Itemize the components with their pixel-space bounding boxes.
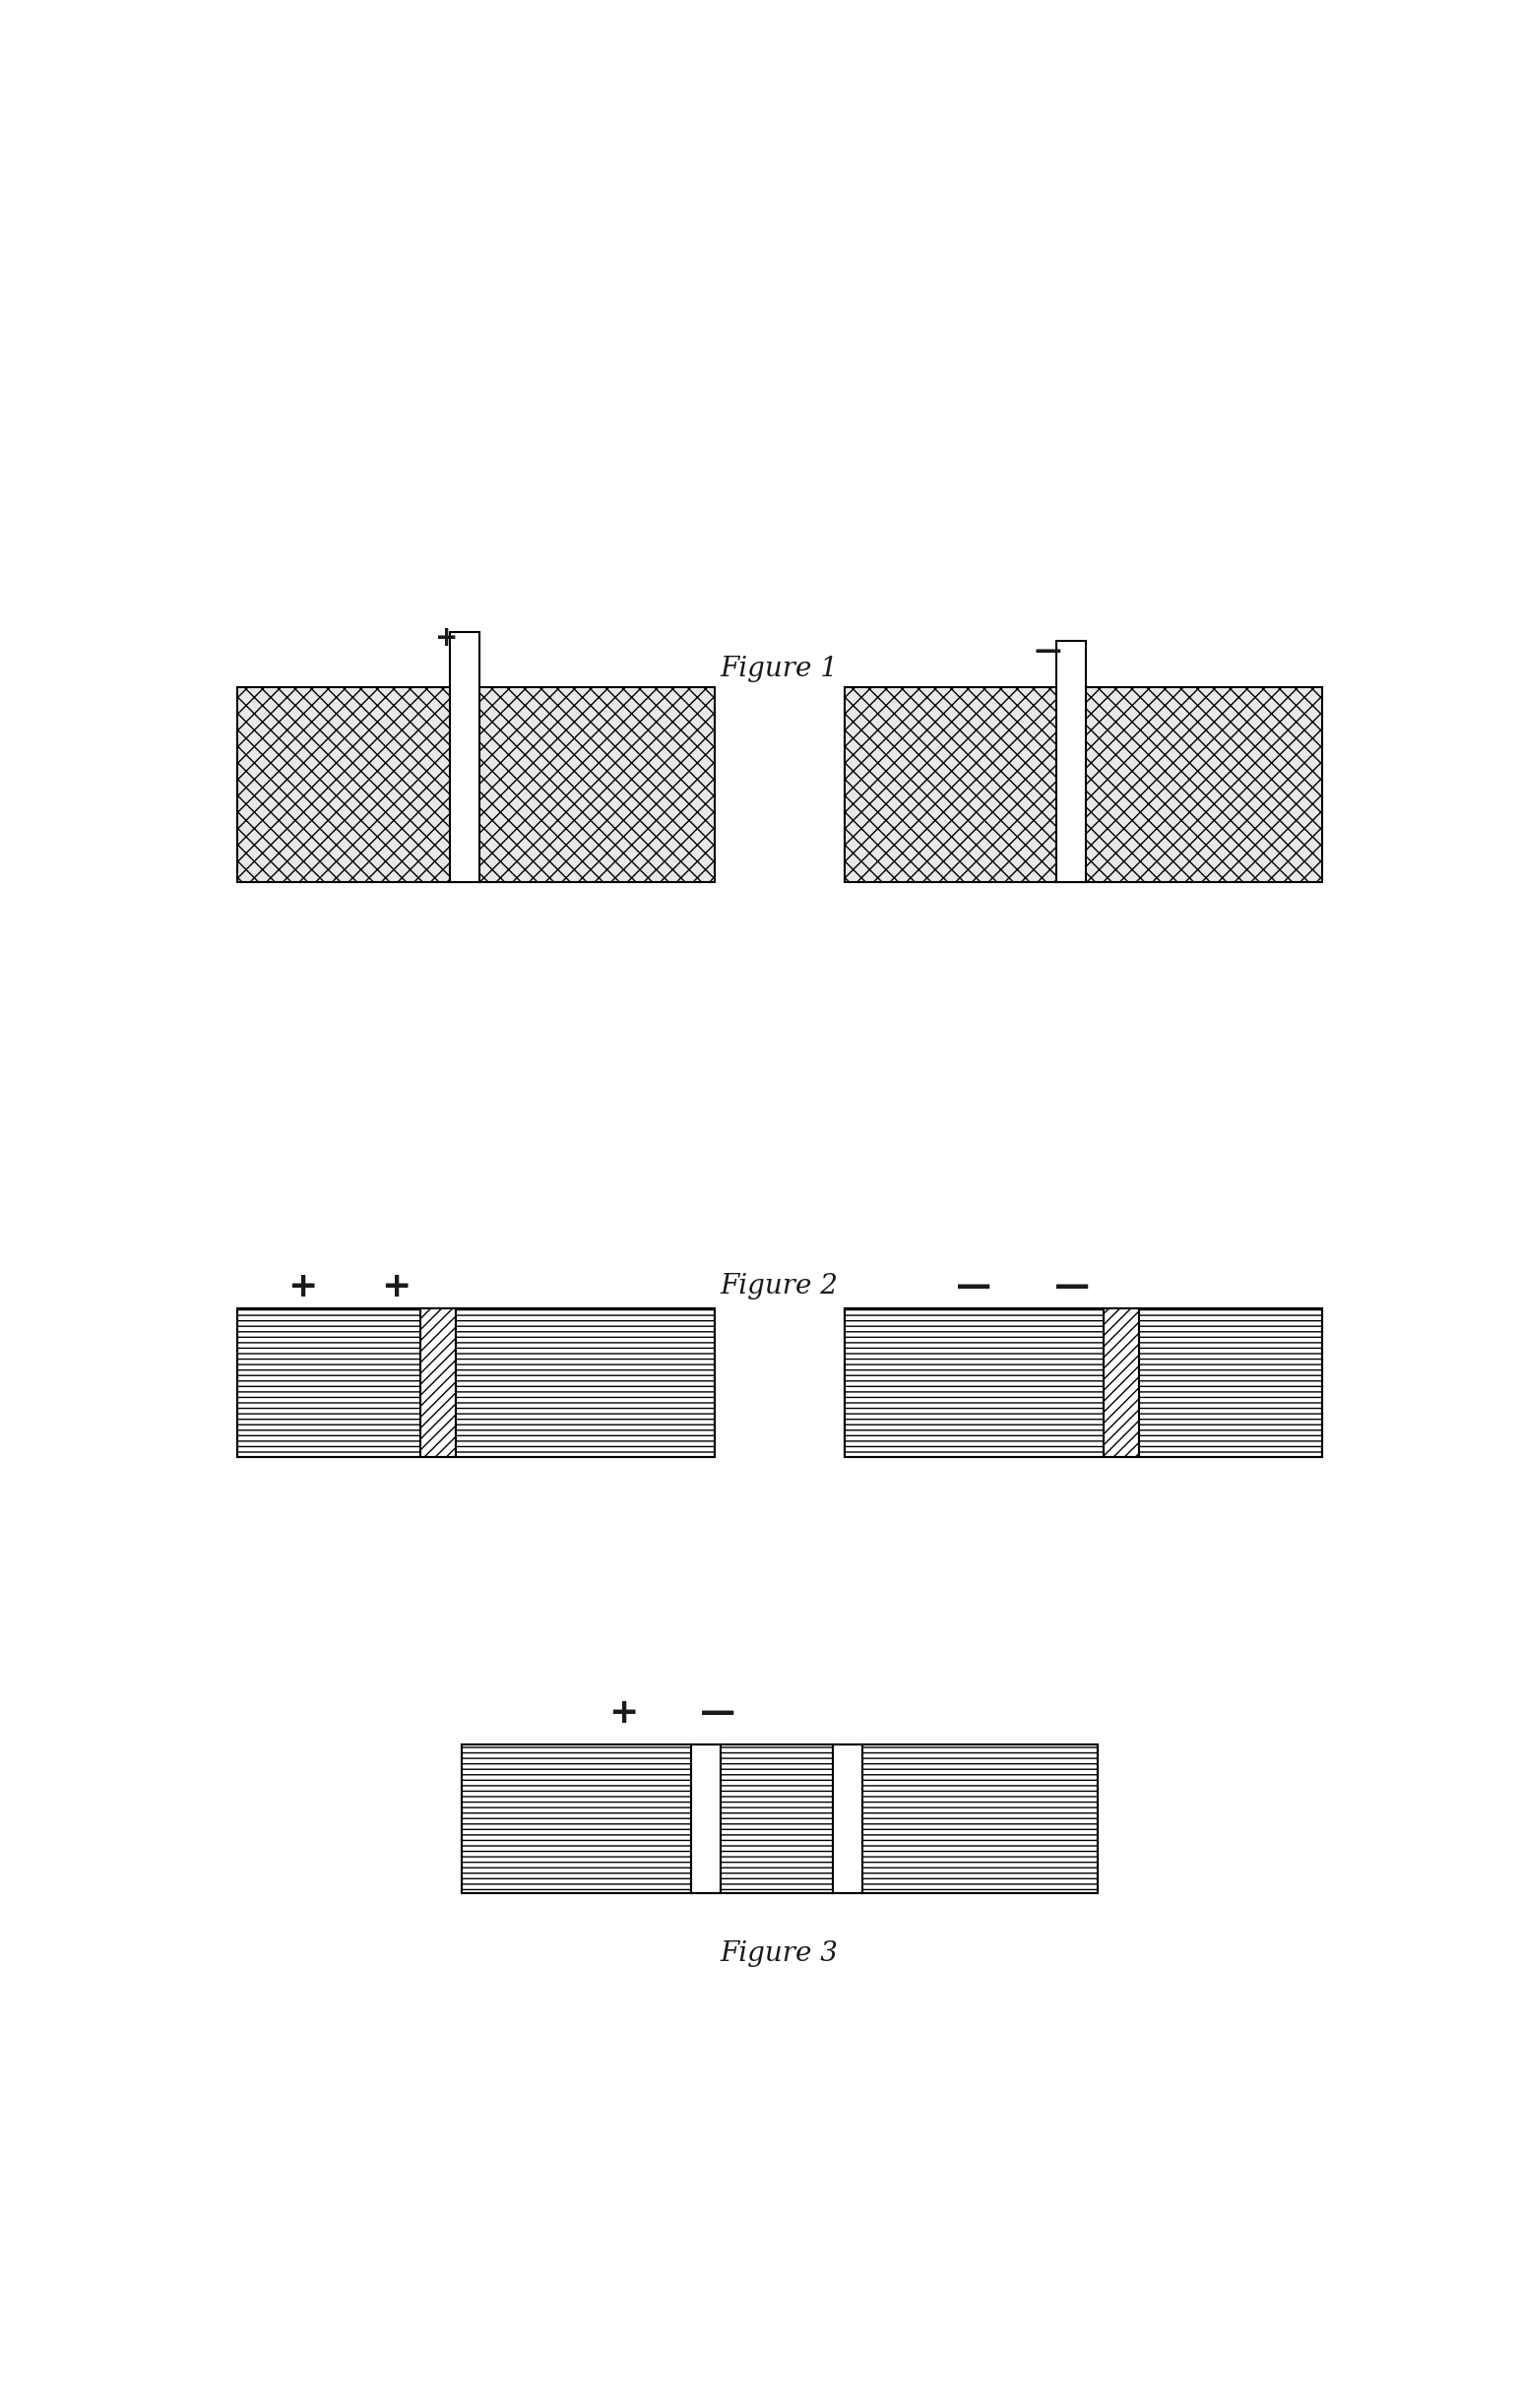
Bar: [237, 1310, 715, 1457]
Text: +: +: [287, 1269, 316, 1303]
Bar: [461, 1743, 691, 1893]
Bar: [461, 1743, 1098, 1893]
Bar: [450, 631, 479, 881]
Text: —: —: [1034, 636, 1062, 665]
Text: Figure 2: Figure 2: [721, 1274, 838, 1300]
Bar: [844, 1310, 1322, 1457]
Text: —: —: [1054, 1269, 1089, 1303]
Bar: [844, 689, 1322, 881]
Bar: [1057, 641, 1086, 881]
Text: Figure 3: Figure 3: [721, 1941, 838, 1967]
Text: +: +: [608, 1695, 639, 1729]
Bar: [455, 1310, 715, 1457]
Bar: [1139, 1310, 1322, 1457]
Text: Figure 1: Figure 1: [721, 655, 838, 681]
Bar: [1104, 1310, 1139, 1457]
Bar: [721, 1743, 832, 1893]
Text: —: —: [957, 1269, 992, 1303]
Text: +: +: [435, 624, 459, 650]
Bar: [237, 689, 715, 881]
Bar: [832, 1743, 862, 1893]
Bar: [862, 1743, 1098, 1893]
Bar: [420, 1310, 455, 1457]
Text: —: —: [700, 1695, 736, 1729]
Bar: [844, 1310, 1104, 1457]
Bar: [691, 1743, 721, 1893]
Text: +: +: [382, 1269, 411, 1303]
Bar: [237, 1310, 420, 1457]
